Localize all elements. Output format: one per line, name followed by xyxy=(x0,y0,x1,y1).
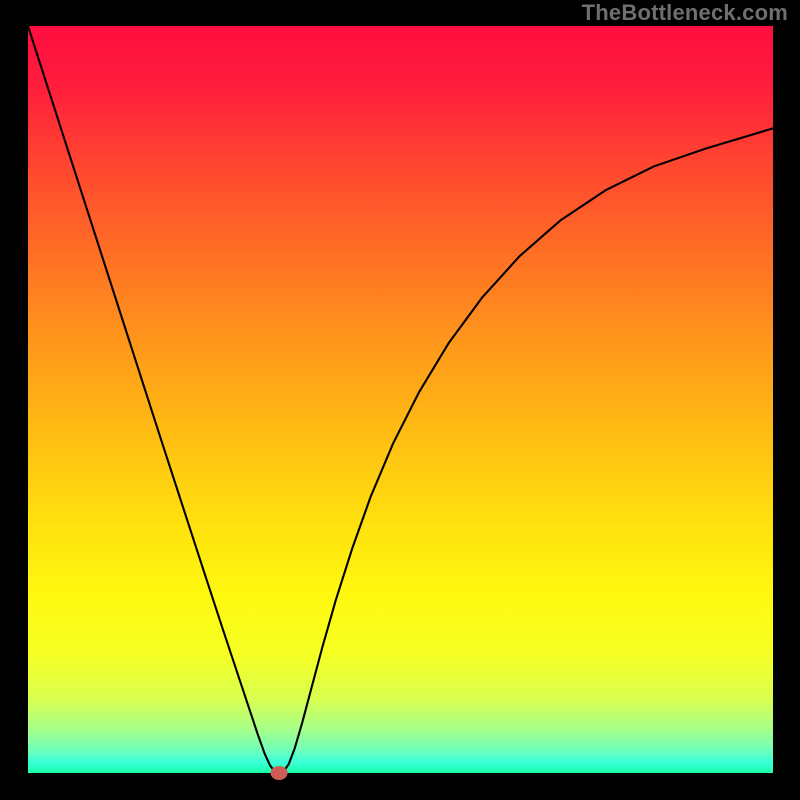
minimum-marker xyxy=(271,767,287,780)
chart-container: TheBottleneck.com xyxy=(0,0,800,800)
plot-background xyxy=(28,26,773,773)
watermark-text: TheBottleneck.com xyxy=(582,0,788,26)
chart-svg xyxy=(0,0,800,800)
